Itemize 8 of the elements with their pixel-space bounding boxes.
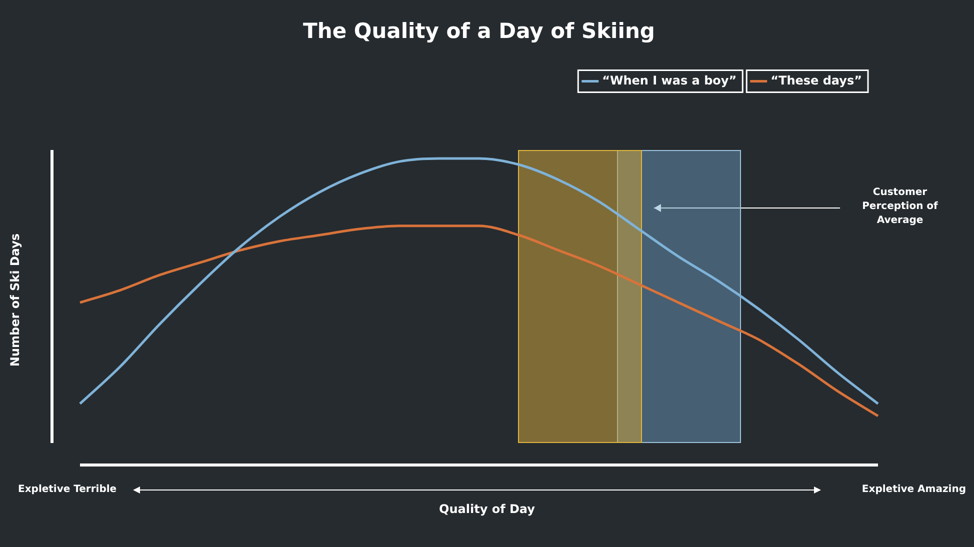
annotation: Customer Perception of Average: [861, 186, 939, 228]
y-axis-title: Number of Ski Days: [8, 233, 22, 367]
text: Expletive Terrible: [18, 484, 117, 495]
text: Expletive Amazing: [862, 484, 966, 495]
legend-label: “When I was a boy”: [602, 73, 737, 88]
x-axis-title: Quality of Day: [438, 502, 536, 516]
chart-title: The Quality of a Day of Skiing: [303, 19, 655, 44]
legend-label: “These days”: [770, 73, 862, 88]
